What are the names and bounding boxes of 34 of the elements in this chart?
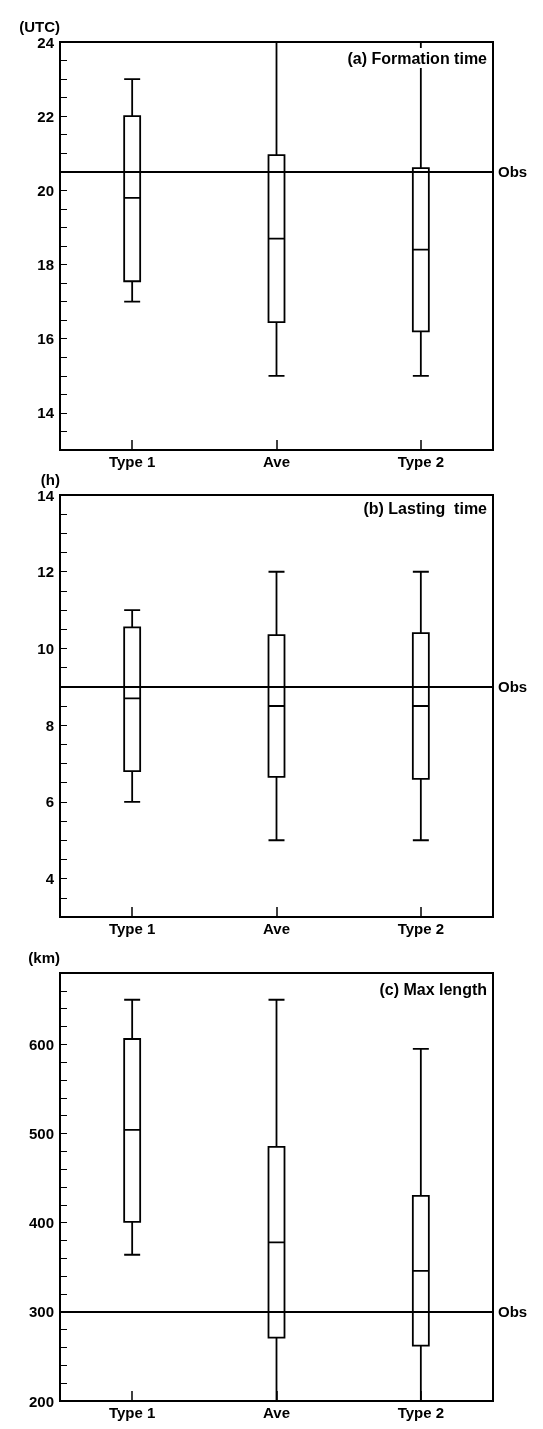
ref-line-label: Obs	[498, 1303, 528, 1321]
x-tick-label: Ave	[263, 920, 290, 937]
y-tick-label: 200	[28, 1392, 54, 1410]
x-tick-label: Ave	[263, 453, 290, 470]
x-tick-label: Ave	[263, 1404, 290, 1421]
y-tick-label: 10	[37, 639, 54, 657]
y-tick-label: 600	[28, 1035, 54, 1053]
y-tick-label: 12	[37, 563, 54, 581]
ref-line-label: Obs	[498, 163, 528, 181]
y-axis-title: (UTC)	[19, 18, 60, 35]
y-tick-label: 18	[37, 256, 54, 274]
y-tick-label: 6	[45, 793, 54, 811]
y-tick-label: 8	[45, 716, 54, 734]
y-axis-title: (h)	[40, 471, 60, 488]
y-tick-label: 300	[28, 1303, 54, 1321]
y-tick-label: 4	[45, 870, 55, 888]
chart-title: (b) Lasting time	[363, 499, 488, 517]
y-tick-label: 500	[28, 1125, 54, 1142]
x-tick-label: Type 1	[108, 920, 156, 937]
x-tick-label: Type 1	[108, 1404, 156, 1421]
y-tick-label: 24	[37, 33, 55, 51]
y-tick-label: 20	[37, 181, 54, 199]
x-tick-label: Type 1	[108, 453, 156, 470]
chart-title: (c) Max length	[379, 980, 487, 998]
chart-title: (a) Formation time	[347, 49, 488, 67]
y-tick-label: 400	[28, 1214, 54, 1232]
y-tick-label: 16	[37, 330, 54, 348]
y-tick-label: 22	[37, 107, 54, 125]
y-axis-title: (km)	[28, 949, 60, 966]
ref-line-label: Obs	[498, 678, 528, 696]
y-tick-label: 14	[37, 404, 55, 422]
x-tick-label: Type 2	[397, 920, 445, 937]
x-tick-label: Type 2	[397, 1404, 445, 1421]
x-tick-label: Type 2	[397, 453, 445, 470]
